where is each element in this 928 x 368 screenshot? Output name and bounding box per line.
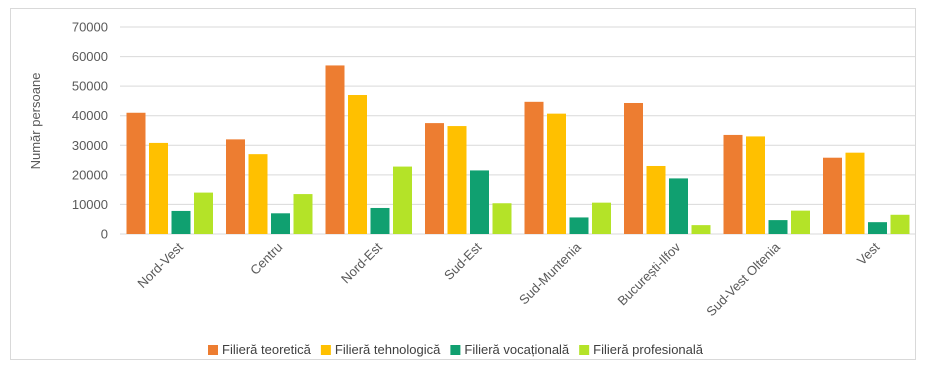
bar (691, 225, 711, 234)
x-tick-label: Sud-Muntenia (516, 239, 584, 307)
bar (524, 101, 544, 235)
bar (248, 154, 268, 234)
bar (470, 170, 489, 234)
y-tick-label: 70000 (72, 20, 108, 35)
bar (868, 222, 887, 234)
legend-label: Filieră profesională (593, 342, 704, 357)
legend-swatch (450, 345, 461, 355)
bar (149, 142, 168, 234)
bar (845, 152, 865, 234)
bar (492, 203, 512, 234)
bar (723, 134, 743, 234)
x-tick-label: Nord-Vest (134, 239, 186, 291)
bar (271, 213, 290, 234)
x-tick-label: Centru (247, 240, 285, 278)
bar (768, 220, 788, 234)
y-tick-label: 30000 (72, 138, 108, 153)
bar (171, 210, 191, 234)
bars (126, 65, 910, 235)
bar (890, 214, 910, 234)
legend-label: Filieră tehnologică (335, 342, 441, 357)
bar (791, 210, 810, 234)
x-axis-ticks: Nord-Vest Centru Nord-Est Sud-Est Sud-Munten… (134, 239, 882, 319)
bar (348, 95, 367, 234)
bar (746, 136, 765, 234)
x-tick-label: Sud-Est (441, 239, 485, 283)
bar (370, 207, 390, 234)
bar (823, 157, 842, 234)
legend-swatch (579, 345, 590, 355)
bar (126, 112, 146, 234)
y-tick-label: 10000 (72, 197, 108, 212)
legend-swatch (320, 345, 331, 355)
x-tick-label: Nord-Est (338, 239, 385, 286)
legend-label: Filieră vocațională (464, 342, 570, 357)
legend: Filieră teoretică Filieră tehnologică Fili… (208, 342, 704, 357)
legend-swatch (208, 345, 218, 355)
bar (325, 65, 345, 234)
y-tick-label: 0 (101, 227, 108, 242)
y-axis-label: Număr persoane (28, 73, 43, 170)
legend-label: Filieră teoretică (222, 342, 312, 357)
x-tick-label: București-Ilfov (615, 239, 684, 308)
x-tick-label: Sud-Vest Oltenia (703, 239, 783, 319)
bar (669, 178, 688, 234)
y-axis-ticks: 0 10000 20000 30000 40000 50000 60000 70000 (72, 20, 108, 242)
bar (547, 113, 566, 234)
y-tick-label: 20000 (72, 167, 108, 182)
bar (393, 166, 412, 234)
bar (592, 202, 611, 234)
bar (293, 194, 313, 234)
bar (226, 139, 245, 234)
bar (447, 126, 467, 234)
x-tick-label: Vest (854, 239, 883, 268)
bar (624, 102, 643, 235)
y-tick-label: 50000 (72, 79, 108, 94)
bar (194, 192, 213, 234)
bar (425, 123, 444, 234)
y-tick-label: 40000 (72, 108, 108, 123)
bar (646, 165, 666, 234)
y-tick-label: 60000 (72, 49, 108, 64)
bar (569, 217, 589, 234)
